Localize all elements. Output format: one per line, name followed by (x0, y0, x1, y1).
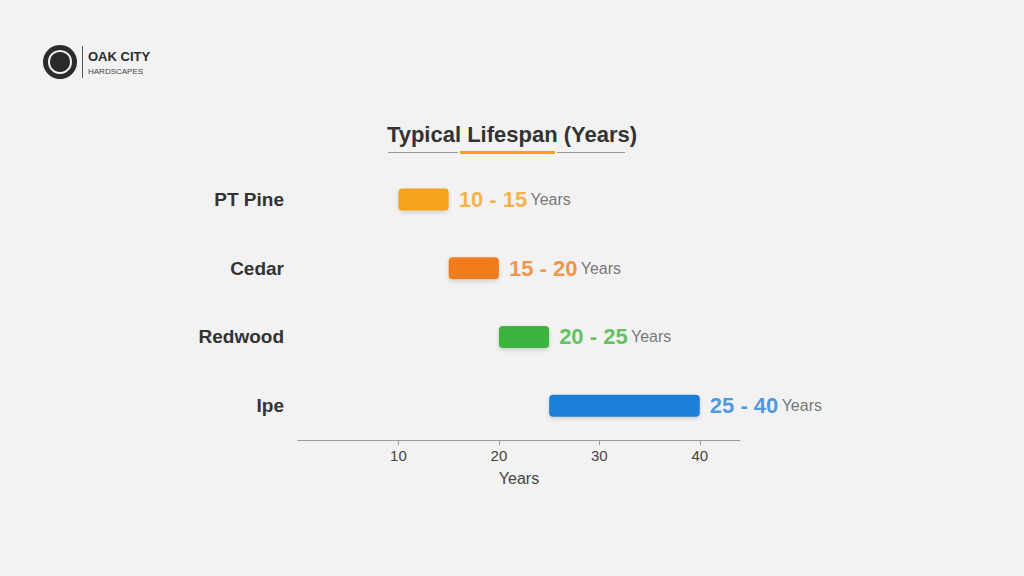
svg-text:Cedar: Cedar (230, 258, 284, 279)
svg-text:Years: Years (782, 397, 822, 414)
svg-text:Years: Years (531, 191, 571, 208)
svg-text:HARDSCAPES: HARDSCAPES (88, 67, 143, 76)
svg-text:20 - 25: 20 - 25 (559, 324, 628, 349)
svg-text:Years: Years (631, 328, 671, 345)
svg-text:15 - 20: 15 - 20 (509, 256, 577, 281)
svg-text:30: 30 (591, 447, 608, 464)
svg-text:Years: Years (581, 260, 621, 277)
svg-text:Redwood: Redwood (199, 326, 285, 347)
svg-text:OAK CITY: OAK CITY (88, 49, 150, 64)
svg-text:10: 10 (390, 447, 407, 464)
svg-text:PT Pine: PT Pine (214, 189, 284, 210)
svg-text:25 - 40: 25 - 40 (710, 393, 779, 418)
svg-text:10 - 15: 10 - 15 (459, 187, 527, 212)
svg-text:Years: Years (499, 470, 539, 487)
svg-text:40: 40 (691, 447, 708, 464)
svg-text:20: 20 (491, 447, 508, 464)
svg-text:Ipe: Ipe (257, 395, 284, 416)
svg-text:Typical Lifespan (Years): Typical Lifespan (Years) (387, 122, 637, 147)
